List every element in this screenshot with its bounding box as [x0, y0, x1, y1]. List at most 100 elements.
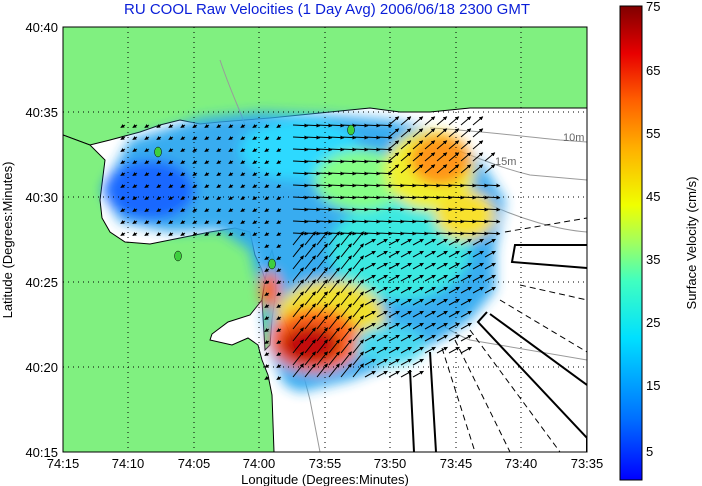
velocity-vector [192, 124, 198, 129]
velocity-vector [120, 184, 126, 189]
velocity-vector [448, 298, 460, 306]
velocity-vector [376, 207, 393, 212]
velocity-vector [424, 195, 441, 200]
velocity-vector [400, 219, 417, 224]
velocity-vector [340, 291, 352, 306]
velocity-vector [132, 220, 138, 225]
velocity-vector [388, 346, 400, 354]
velocity-vector [304, 171, 321, 176]
contour-label-10m: 10m [563, 132, 584, 144]
velocity-vector [240, 160, 246, 165]
velocity-vector [328, 231, 340, 246]
velocity-vector [304, 243, 316, 258]
velocity-vector [304, 327, 316, 342]
velocity-vector [472, 219, 489, 224]
velocity-vector [180, 232, 186, 237]
velocity-vector [328, 339, 340, 354]
velocity-vector [204, 148, 210, 153]
velocity-vector [448, 164, 460, 174]
velocity-vector [240, 208, 246, 213]
velocity-vector [328, 207, 345, 212]
velocity-vector [228, 148, 234, 153]
velocity-vector [400, 238, 412, 246]
velocity-vector [264, 328, 270, 333]
velocity-vector [424, 140, 436, 150]
velocity-vector [364, 207, 381, 212]
velocity-vector [400, 262, 412, 270]
velocity-vector [264, 124, 270, 129]
velocity-vector [472, 195, 489, 200]
colorbar-tick-label: 55 [646, 126, 660, 141]
velocity-vector [376, 298, 388, 306]
y-axis-label: Latitude (Degrees:Minutes) [0, 162, 15, 319]
velocity-vector [328, 195, 345, 200]
velocity-vector [316, 267, 328, 282]
velocity-vector [180, 220, 186, 225]
grid [63, 27, 587, 452]
velocity-vector [436, 116, 448, 126]
velocity-vector [460, 310, 472, 318]
velocity-vector [412, 286, 424, 294]
velocity-vector [304, 291, 316, 306]
velocity-vector [168, 124, 174, 129]
velocity-vector [304, 231, 316, 246]
velocity-vector [264, 292, 270, 297]
velocity-vector [304, 207, 321, 212]
velocity-vector [448, 334, 460, 342]
velocity-vector [264, 256, 270, 261]
x-tick-label: 73:55 [309, 456, 342, 471]
velocity-vector [328, 351, 340, 366]
velocity-vector [240, 124, 246, 129]
velocity-vector [120, 124, 126, 129]
velocity-vector [264, 376, 270, 381]
velocity-vector [388, 370, 400, 378]
velocity-vector [132, 184, 138, 189]
velocity-vector [340, 255, 352, 270]
lane-box-lower [476, 311, 587, 452]
velocity-vector [412, 298, 424, 306]
velocity-vector [436, 231, 453, 236]
velocity-vector [328, 291, 340, 306]
velocity-vector [340, 243, 352, 258]
radar-station-2 [347, 124, 355, 136]
velocity-vector [328, 159, 345, 164]
velocity-vector [276, 352, 282, 357]
velocity-vector [132, 208, 138, 213]
colorbar-tick-label: 65 [646, 63, 660, 78]
velocity-vector [216, 124, 222, 129]
velocity-vector [448, 128, 460, 138]
velocity-vector [352, 279, 364, 294]
velocity-vector [388, 195, 405, 200]
velocity-vector [460, 116, 472, 126]
velocity-vector [144, 160, 150, 165]
velocity-vector [388, 231, 405, 236]
velocity-vector [180, 148, 186, 153]
velocity-vector [376, 310, 388, 318]
velocity-vector [264, 136, 270, 141]
velocity-vector [376, 346, 388, 354]
velocity-vector [328, 327, 340, 342]
velocity-vector [168, 232, 174, 237]
velocity-vector [412, 250, 424, 258]
colorbar-tick-label: 25 [646, 315, 660, 330]
velocity-vector [340, 231, 352, 246]
velocity-vector [412, 322, 424, 330]
shipping-lanes [409, 244, 587, 452]
velocity-vector [400, 164, 412, 174]
velocity-vector [264, 316, 270, 321]
velocity-vector [472, 164, 484, 174]
velocity-vector [460, 298, 472, 306]
velocity-vector [340, 159, 357, 164]
velocity-vector [156, 184, 162, 189]
velocity-vector [192, 232, 198, 237]
velocity-vector [340, 315, 352, 330]
velocity-vector [264, 172, 270, 177]
velocity-vector [364, 231, 381, 236]
velocity-vector [448, 152, 460, 162]
velocity-vector [340, 351, 352, 366]
velocity-vector [376, 286, 388, 294]
velocity-vector [400, 346, 412, 354]
velocity-vector [292, 339, 304, 354]
velocity-yellow-b [435, 190, 495, 240]
velocity-vector [364, 135, 381, 140]
